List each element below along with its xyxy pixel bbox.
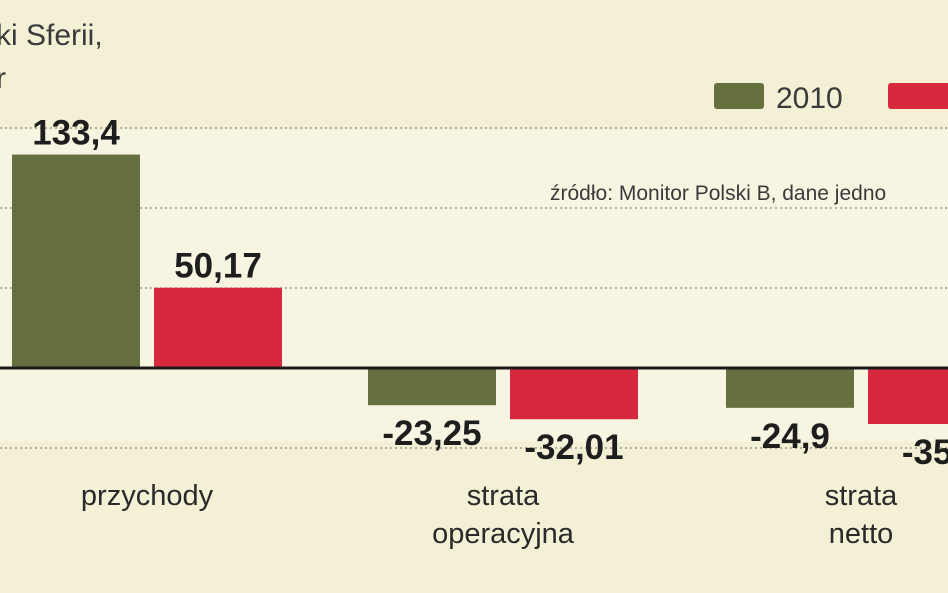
source-note: źródło: Monitor Polski B, dane jedno bbox=[550, 182, 886, 205]
category-label-1-1: operacyjna bbox=[432, 518, 575, 550]
legend-label-2010: 2010 bbox=[776, 82, 843, 115]
category-label-1-0: strata bbox=[467, 480, 540, 512]
bar-series-1-1 bbox=[368, 368, 496, 406]
legend-swatch-series-2 bbox=[888, 83, 948, 109]
bar-series-1-2 bbox=[726, 368, 854, 408]
bar-series-2-2 bbox=[868, 368, 948, 424]
value-label-series-1-2: -24,9 bbox=[750, 417, 830, 456]
category-label-0-0: przychody bbox=[81, 480, 214, 512]
value-label-series-2-2: -35, bbox=[902, 433, 948, 472]
value-label-series-1-0: 133,4 bbox=[32, 114, 120, 153]
category-label-2-1: netto bbox=[829, 518, 894, 550]
value-label-series-1-1: -23,25 bbox=[382, 414, 481, 453]
bar-series-2-0 bbox=[154, 287, 282, 368]
category-labels: przychody strata operacyjna strata netto bbox=[81, 480, 898, 550]
gridlines bbox=[0, 127, 948, 449]
header-line-2: r bbox=[0, 62, 6, 95]
value-label-series-2-1: -32,01 bbox=[524, 428, 623, 467]
bar-series-2-1 bbox=[510, 368, 638, 420]
category-label-2-0: strata bbox=[825, 480, 898, 512]
legend-swatch-2010 bbox=[714, 83, 764, 109]
value-labels: 133,4 -23,25 -24,9 50,17 -32,01 -35, bbox=[32, 114, 948, 472]
header-line-1: ki Sferii, bbox=[0, 19, 103, 52]
bar-series-1-0 bbox=[12, 154, 140, 368]
legend: 2010 bbox=[714, 82, 948, 115]
bars bbox=[12, 154, 948, 424]
value-label-series-2-0: 50,17 bbox=[174, 247, 262, 286]
